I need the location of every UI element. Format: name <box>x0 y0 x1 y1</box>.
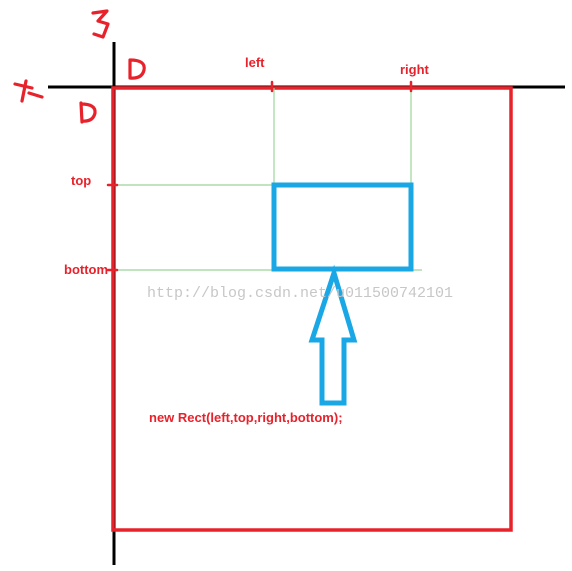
label-top: top <box>71 173 91 188</box>
watermark-text: http://blog.csdn.net/u011500742101 <box>147 285 453 302</box>
x-axis-letter-shape <box>13 79 44 103</box>
label-right: right <box>400 62 430 77</box>
axis-ticks <box>106 80 413 272</box>
up-arrow <box>308 264 358 406</box>
label-bottom: bottom <box>64 262 108 277</box>
origin-top-zero <box>128 58 146 80</box>
label-left: left <box>245 55 265 70</box>
screen-boundary <box>111 86 513 532</box>
guide-lines <box>114 88 422 271</box>
blue-rect <box>271 182 414 272</box>
y-axis-letter-shape <box>91 9 110 39</box>
constructor-call-text: new Rect(left,top,right,bottom); <box>149 410 343 425</box>
origin-left-zero <box>79 101 97 124</box>
